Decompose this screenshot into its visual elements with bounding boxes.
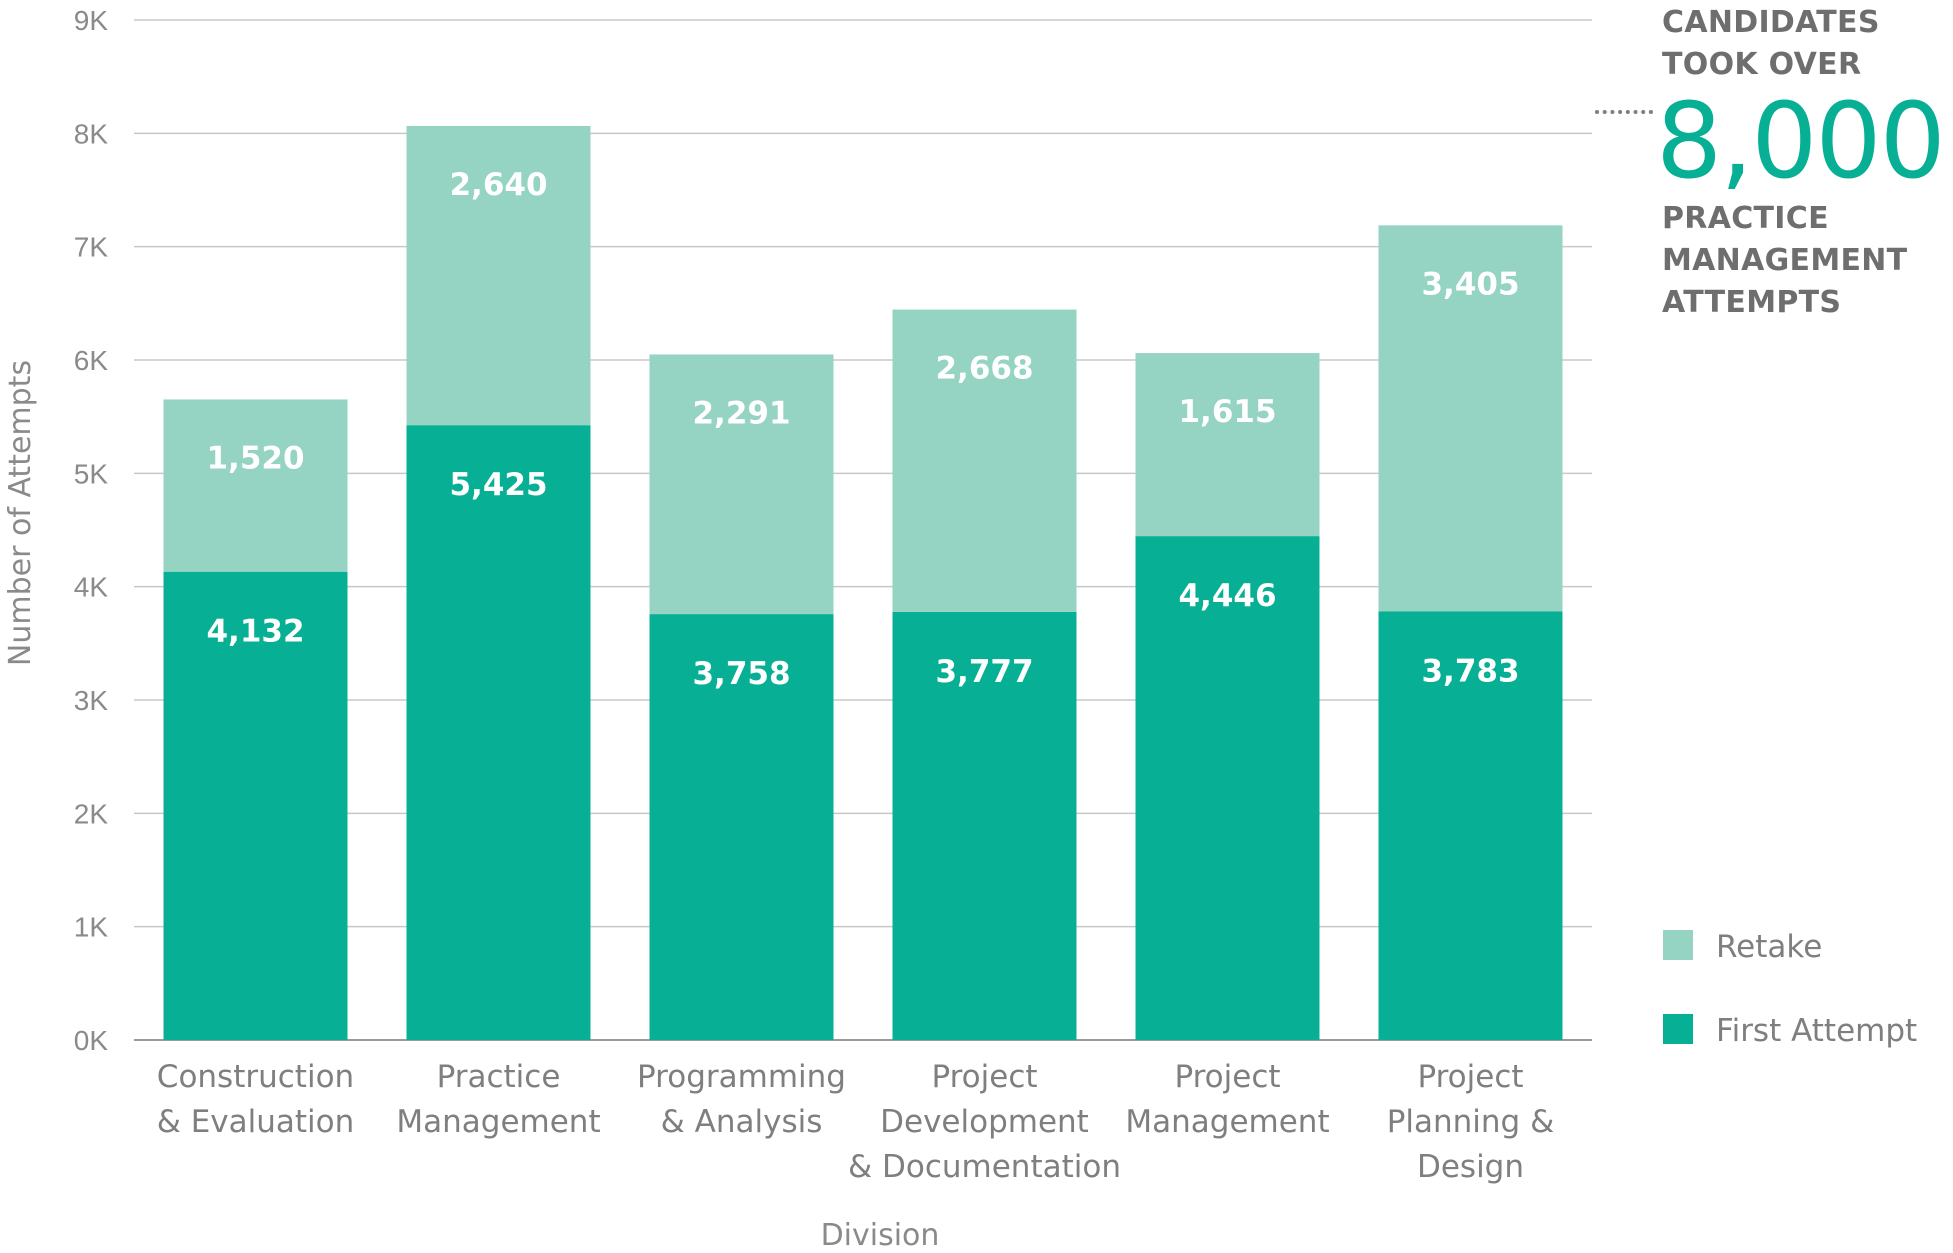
x-tick-label: Project — [1417, 1059, 1523, 1095]
data-label-retake: 3,405 — [1421, 266, 1519, 302]
callout-dotted-leader — [1595, 110, 1653, 114]
callout-line-2: TOOK OVER — [1662, 47, 1862, 82]
y-tick-label: 0K — [74, 1025, 109, 1056]
data-label-first-attempt: 3,783 — [1421, 653, 1519, 689]
x-tick-label: Practice — [437, 1059, 561, 1095]
x-tick-label: Development — [880, 1104, 1089, 1140]
bar-retake — [1135, 353, 1320, 537]
callout-line-5: ATTEMPTS — [1662, 285, 1842, 320]
data-label-first-attempt: 5,425 — [449, 467, 547, 503]
data-label-first-attempt: 4,132 — [206, 614, 304, 650]
bar-retake — [406, 125, 591, 426]
callout-number: 8,000 — [1656, 80, 1946, 202]
y-tick-label: 1K — [74, 912, 109, 943]
x-tick-label: & Evaluation — [157, 1104, 355, 1140]
x-tick-label: Design — [1417, 1149, 1524, 1185]
x-tick-label: & Documentation — [848, 1149, 1121, 1185]
x-tick-label: & Analysis — [661, 1104, 823, 1140]
gridlines — [134, 19, 1592, 1041]
bar-retake — [1378, 225, 1563, 612]
x-axis-ticks: Construction & Evaluation Practice Manageme… — [157, 1059, 1555, 1185]
x-tick-label: Management — [396, 1104, 600, 1140]
legend-swatch — [1663, 930, 1693, 960]
y-tick-label: 7K — [74, 232, 109, 263]
y-axis-ticks: 0K 1K 2K 3K 4K 5K 6K 7K 8K 9K — [74, 5, 109, 1056]
x-axis-title: Division — [821, 1218, 940, 1253]
x-tick-label: Construction — [157, 1059, 354, 1095]
data-label-first-attempt: 4,446 — [1178, 578, 1276, 614]
y-tick-label: 3K — [74, 685, 109, 716]
bar-first-attempt — [892, 611, 1077, 1040]
y-tick-label: 6K — [74, 345, 109, 376]
callout-line-4: MANAGEMENT — [1662, 243, 1908, 278]
legend-label: Retake — [1716, 929, 1822, 965]
data-label-first-attempt: 3,758 — [692, 656, 790, 692]
bars: 4,132 1,520 5,425 2,640 3,758 2,291 3,777 2,668… — [163, 125, 1563, 1041]
callout-line-3: PRACTICE — [1662, 201, 1829, 236]
bar-first-attempt — [1378, 611, 1563, 1040]
y-tick-label: 2K — [74, 798, 109, 829]
data-label-retake: 2,640 — [449, 167, 547, 203]
data-label-first-attempt: 3,777 — [935, 654, 1033, 690]
bar-retake — [163, 399, 348, 572]
data-label-retake: 1,615 — [1178, 394, 1276, 430]
bar-first-attempt — [1135, 536, 1320, 1040]
legend-swatch — [1663, 1014, 1693, 1044]
data-label-retake: 2,668 — [935, 351, 1033, 387]
callout: CANDIDATES TOOK OVER 8,000 PRACTICE MANA… — [1656, 2, 1952, 324]
y-axis-title: Number of Attempts — [3, 360, 38, 666]
bar-first-attempt — [163, 571, 348, 1040]
data-label-retake: 1,520 — [206, 440, 304, 476]
y-tick-label: 5K — [74, 458, 109, 489]
y-tick-label: 4K — [74, 572, 109, 603]
x-tick-label: Management — [1125, 1104, 1329, 1140]
bar-first-attempt — [406, 425, 591, 1041]
legend-label: First Attempt — [1716, 1013, 1917, 1049]
bar-first-attempt — [649, 614, 834, 1040]
y-tick-label: 9K — [74, 5, 109, 36]
callout-line-1: CANDIDATES — [1662, 5, 1880, 40]
bar-retake — [892, 309, 1077, 612]
data-label-retake: 2,291 — [692, 395, 790, 431]
x-tick-label: Programming — [637, 1059, 846, 1095]
legend: Retake First Attempt — [1663, 929, 1917, 1049]
x-tick-label: Project — [1174, 1059, 1280, 1095]
x-tick-label: Planning & — [1387, 1104, 1555, 1140]
y-tick-label: 8K — [74, 118, 109, 149]
bar-retake — [649, 354, 834, 615]
x-tick-label: Project — [931, 1059, 1037, 1095]
